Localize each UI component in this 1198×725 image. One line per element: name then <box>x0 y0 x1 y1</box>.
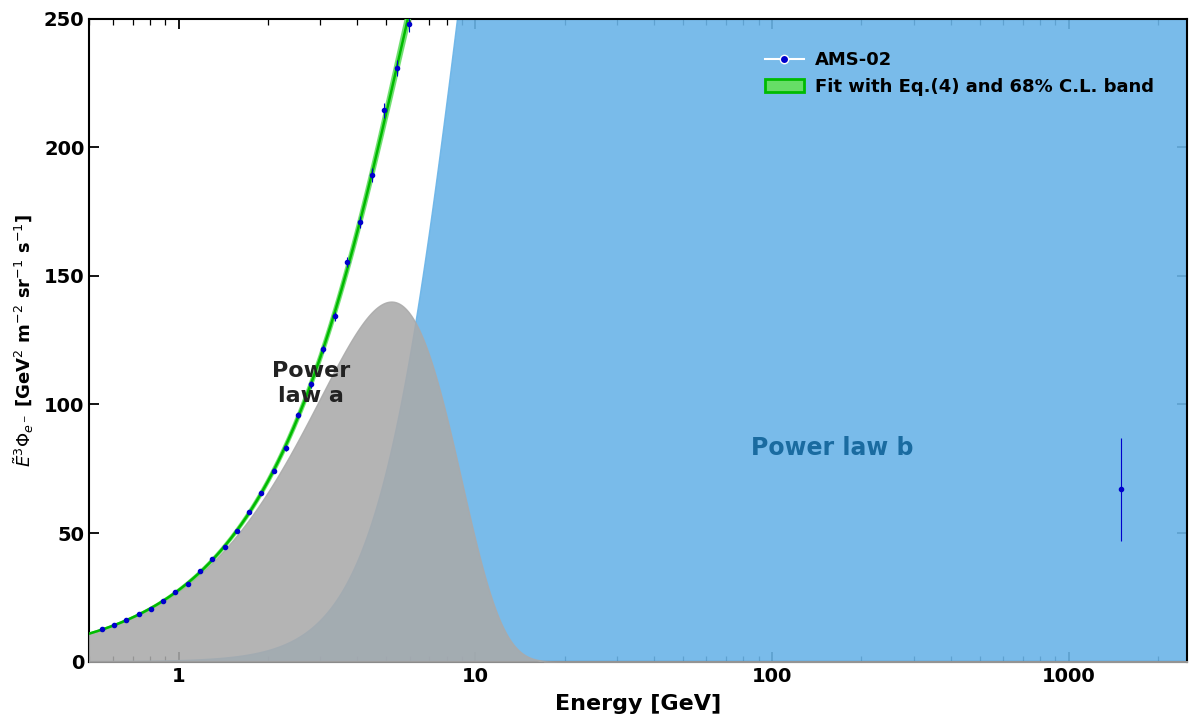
Text: Power
law a: Power law a <box>272 362 351 406</box>
Legend: AMS-02, Fit with Eq.(4) and 68% C.L. band: AMS-02, Fit with Eq.(4) and 68% C.L. ban… <box>757 44 1161 103</box>
X-axis label: Energy [GeV]: Energy [GeV] <box>555 694 721 714</box>
Y-axis label: $\tilde{E}^3\Phi_{e^-}$ [GeV$^2$ m$^{-2}$ sr$^{-1}$ s$^{-1}$]: $\tilde{E}^3\Phi_{e^-}$ [GeV$^2$ m$^{-2}… <box>11 214 36 466</box>
Text: Power law b: Power law b <box>751 436 914 460</box>
